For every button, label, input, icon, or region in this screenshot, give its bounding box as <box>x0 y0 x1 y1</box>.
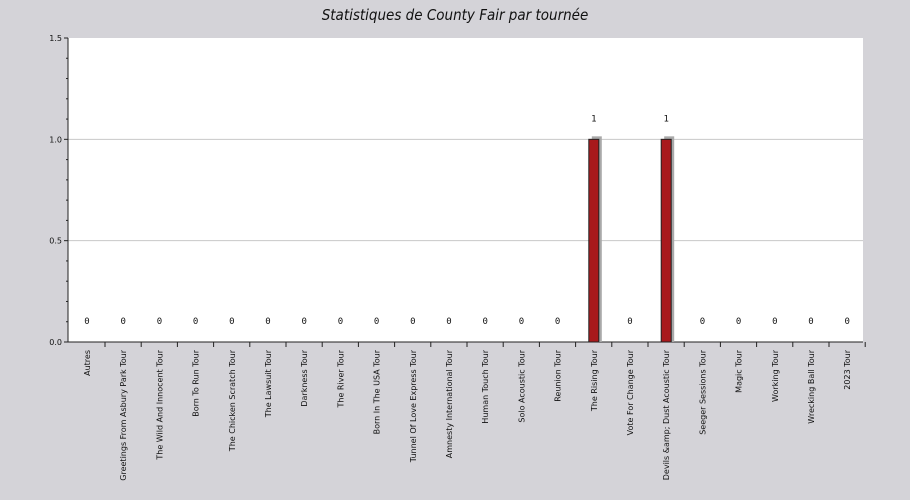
data-label: 0 <box>736 317 741 327</box>
x-category-label: Seeger Sessions Tour <box>698 349 707 434</box>
data-label: 0 <box>229 317 234 327</box>
x-category-label: Autres <box>83 350 92 376</box>
data-label: 0 <box>482 317 487 327</box>
x-category-label: Reunion Tour <box>554 349 563 401</box>
data-label: 1 <box>663 114 668 124</box>
x-category-label: Wrecking Ball Tour <box>807 349 816 423</box>
data-label: 0 <box>374 317 379 327</box>
bar <box>588 138 600 343</box>
data-label: 0 <box>120 317 125 327</box>
x-category-label: Devils &amp; Dust Acoustic Tour <box>662 349 671 480</box>
x-category-label: The Wild And Innocent Tour <box>155 349 164 460</box>
data-label: 1 <box>591 114 596 124</box>
data-label: 0 <box>410 317 415 327</box>
data-label: 0 <box>555 317 560 327</box>
data-label: 0 <box>519 317 524 327</box>
x-category-label: Solo Acoustic Tour <box>517 349 526 422</box>
y-tick-label: 1.5 <box>49 34 62 43</box>
y-tick-label: 0.5 <box>49 237 62 246</box>
x-category-label: Darkness Tour <box>300 349 309 406</box>
y-tick-label: 1.0 <box>49 135 62 144</box>
x-category-label: The River Tour <box>336 349 345 408</box>
x-category-label: Vote For Change Tour <box>626 349 635 435</box>
x-category-label: Working Tour <box>771 349 780 402</box>
x-category-label: 2023 Tour <box>843 349 852 389</box>
x-category-label: Human Touch Tour <box>481 349 490 423</box>
data-label: 0 <box>844 317 849 327</box>
x-category-label: Tunnel Of Love Express Tour <box>409 349 418 463</box>
data-label: 0 <box>301 317 306 327</box>
data-label: 0 <box>157 317 162 327</box>
data-label: 0 <box>265 317 270 327</box>
bar <box>660 138 672 343</box>
data-label: 0 <box>446 317 451 327</box>
data-label: 0 <box>808 317 813 327</box>
plot-area <box>68 38 863 342</box>
chart-title: Statistiques de County Fair par tournée <box>321 6 589 24</box>
x-category-label: The Lawsuit Tour <box>264 349 273 418</box>
data-label: 0 <box>84 317 89 327</box>
x-category-label: Magic Tour <box>735 349 744 393</box>
x-category-label: Born To Run Tour <box>192 349 201 416</box>
x-category-label: Born In The USA Tour <box>373 349 382 434</box>
x-category-label: Greetings From Asbury Park Tour <box>119 349 128 480</box>
x-category-label: Amnesty International Tour <box>445 349 454 458</box>
x-category-label: The Rising Tour <box>590 349 599 412</box>
y-tick-label: 0.0 <box>49 338 62 347</box>
data-label: 0 <box>338 317 343 327</box>
data-label: 0 <box>700 317 705 327</box>
x-category-label: The Chicken Scratch Tour <box>228 349 237 452</box>
data-label: 0 <box>627 317 632 327</box>
data-label: 0 <box>772 317 777 327</box>
data-label: 0 <box>193 317 198 327</box>
